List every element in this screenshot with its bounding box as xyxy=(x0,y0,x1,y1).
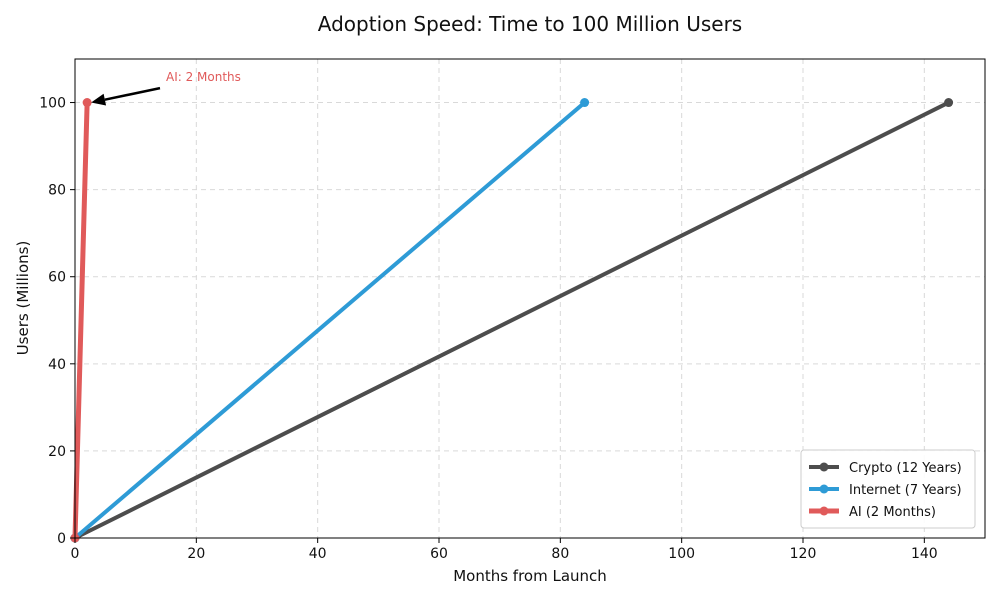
chart-title: Adoption Speed: Time to 100 Million User… xyxy=(318,12,742,36)
y-tick-label: 0 xyxy=(57,531,66,547)
series-point-0 xyxy=(944,98,954,108)
legend-label: AI (2 Months) xyxy=(849,505,936,520)
x-tick-label: 80 xyxy=(551,546,569,562)
legend-box xyxy=(800,449,976,529)
series-point-1 xyxy=(580,98,590,108)
annotations: AI: 2 Months xyxy=(91,70,241,106)
x-tick-label: 20 xyxy=(187,546,205,562)
axis-ticks: 0 20 40 60 80 100 120 140 0 20 40 60 80 100 xyxy=(39,96,937,562)
series-point-2 xyxy=(82,98,92,108)
x-tick-label: 100 xyxy=(668,546,695,562)
y-tick-label: 60 xyxy=(48,270,66,286)
series-lines xyxy=(70,98,954,543)
y-tick-label: 80 xyxy=(48,183,66,199)
legend-marker xyxy=(819,484,829,494)
annotation-arrow xyxy=(104,86,161,101)
y-tick-label: 100 xyxy=(39,96,66,112)
series-line-0 xyxy=(73,100,951,540)
x-tick-label: 140 xyxy=(911,546,938,562)
y-tick-label: 20 xyxy=(48,444,66,460)
x-tick-label: 0 xyxy=(71,546,80,562)
x-axis-label: Months from Launch xyxy=(453,567,607,585)
x-tick-label: 120 xyxy=(790,546,817,562)
y-tick-label: 40 xyxy=(48,357,66,373)
annotation-text: AI: 2 Months xyxy=(166,70,241,84)
y-axis-label: Users (Millions) xyxy=(14,241,32,356)
legend: Crypto (12 Years) Internet (7 Years) AI (2… xyxy=(800,449,976,529)
legend-label: Crypto (12 Years) xyxy=(849,461,962,476)
legend-marker xyxy=(819,462,829,472)
plot-frame xyxy=(74,58,986,539)
legend-label: Internet (7 Years) xyxy=(849,483,962,498)
annotation-arrowhead xyxy=(91,93,107,106)
series-line-2 xyxy=(72,100,90,541)
x-tick-label: 40 xyxy=(309,546,327,562)
x-tick-label: 60 xyxy=(430,546,448,562)
legend-marker xyxy=(819,506,829,516)
series-line-1 xyxy=(73,100,587,540)
